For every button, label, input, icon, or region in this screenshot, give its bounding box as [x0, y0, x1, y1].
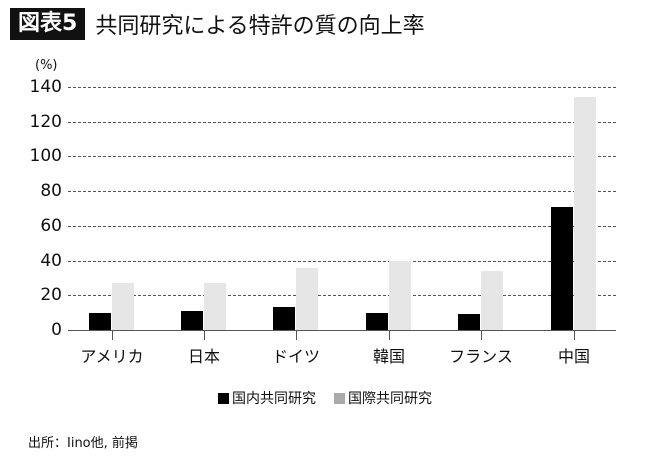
x-tick-label: フランス	[449, 347, 513, 366]
legend-swatch-international	[334, 392, 345, 404]
y-tick-label: 80	[40, 181, 62, 202]
gridline	[68, 121, 616, 123]
bar-domestic	[458, 314, 480, 330]
bar-domestic	[89, 312, 111, 330]
x-tick	[389, 330, 390, 340]
gridline	[68, 191, 616, 193]
legend: 国内共同研究 国際共同研究	[218, 388, 450, 408]
bar-international	[481, 270, 503, 330]
x-tick-label: 日本	[187, 347, 220, 366]
x-tick	[481, 330, 482, 340]
legend-swatch-domestic	[218, 392, 229, 404]
gridline	[68, 87, 616, 88]
legend-item-domestic: 国内共同研究	[218, 388, 316, 408]
chart-header: 図表5 共同研究による特許の質の向上率	[10, 8, 425, 40]
x-tick	[574, 330, 575, 340]
x-tick-label: 中国	[557, 347, 590, 366]
x-tick	[296, 330, 297, 340]
x-tick	[112, 330, 113, 340]
legend-item-international: 国際共同研究	[334, 388, 432, 408]
y-tick-label: 140	[29, 77, 62, 97]
x-axis-line	[68, 330, 616, 331]
legend-label-international: 国際共同研究	[348, 391, 432, 407]
bar-international	[574, 97, 596, 330]
y-tick-label: 120	[29, 111, 62, 132]
gridline	[68, 260, 616, 262]
source-note: 出所：Iino他, 前掲	[28, 436, 138, 451]
bar-international	[112, 283, 134, 330]
bar-international	[296, 267, 318, 330]
bar-international	[204, 283, 226, 330]
y-tick-label: 0	[51, 320, 62, 340]
chart-title: 共同研究による特許の質の向上率	[95, 14, 425, 39]
x-tick-label: ドイツ	[271, 347, 320, 366]
gridline	[68, 225, 616, 227]
y-tick-label: 40	[40, 250, 62, 271]
bar-international	[389, 260, 411, 330]
gridline	[68, 295, 616, 297]
y-tick-label: 20	[40, 285, 62, 306]
x-tick-label: アメリカ	[80, 347, 144, 366]
gridline	[68, 156, 616, 158]
x-tick	[204, 330, 205, 340]
bar-domestic	[366, 312, 388, 330]
figure-label: 図表5	[10, 8, 86, 40]
y-tick-label: 100	[29, 146, 62, 167]
bar-domestic	[273, 307, 295, 330]
y-tick-label: 60	[40, 215, 62, 236]
bar-domestic	[181, 310, 203, 330]
x-tick-label: 韓国	[372, 347, 405, 366]
bar-domestic	[551, 206, 573, 330]
y-axis-unit: (%)	[35, 58, 58, 73]
legend-label-domestic: 国内共同研究	[232, 391, 316, 407]
